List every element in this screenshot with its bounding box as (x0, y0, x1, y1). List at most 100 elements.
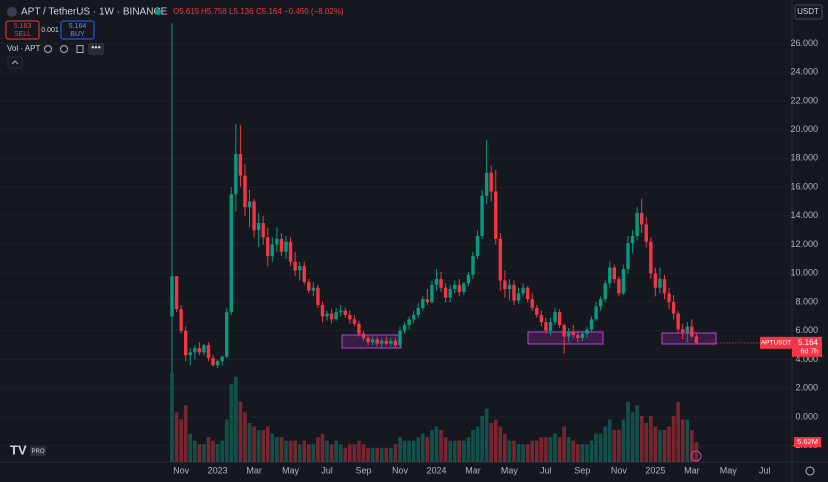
candle-body (494, 191, 498, 239)
candle-body (539, 314, 544, 323)
currency-label[interactable]: USDT (797, 7, 819, 16)
price-change: −0.450 (−8.02%) (284, 7, 344, 16)
volume-bar (193, 440, 197, 462)
sell-label[interactable]: SELL (14, 31, 31, 38)
x-tick-label: Jul (540, 465, 552, 475)
y-tick-label: 4.000 (795, 354, 818, 364)
volume-bar (475, 426, 480, 462)
event-icon[interactable] (690, 450, 702, 462)
y-tick-label: 18.000 (790, 153, 818, 163)
volume-bar (443, 437, 448, 462)
candle-body (393, 340, 398, 346)
volume-bar (402, 440, 407, 462)
volume-bar (261, 430, 265, 462)
candle-body (247, 201, 252, 208)
volume-bar (179, 419, 183, 462)
candle-body (471, 256, 475, 275)
collapse-button[interactable] (7, 56, 23, 69)
candle-body (197, 348, 202, 353)
currency-button[interactable] (794, 4, 823, 20)
x-tick-label: May (282, 465, 300, 475)
volume-bar (252, 426, 256, 462)
volume-bar (653, 426, 658, 462)
volume-bar (535, 440, 539, 462)
candle-body (316, 287, 320, 305)
candle-body (516, 293, 521, 301)
candle-body (343, 310, 347, 315)
sell-button[interactable] (5, 20, 40, 40)
buy-price[interactable]: 5.164 (69, 23, 87, 30)
candle-body (521, 287, 525, 294)
y-tick-label: 6.000 (795, 325, 818, 335)
volume-bar (348, 444, 352, 462)
candle-body (215, 360, 220, 366)
candle-body (261, 223, 265, 238)
volume-bar (320, 433, 325, 462)
candle-body (594, 306, 598, 320)
volume-bar (206, 437, 211, 462)
candle-body (466, 274, 471, 284)
volume-bar (630, 412, 635, 462)
candle-body (557, 312, 562, 326)
volume-bar (284, 440, 288, 462)
last-price-label: 5.164 (798, 338, 819, 347)
candle-body (608, 267, 612, 284)
candle-body (170, 276, 174, 317)
candle-body (243, 175, 247, 208)
candle-body (380, 340, 384, 344)
more-icon[interactable]: ••• (91, 42, 100, 52)
candle-body (457, 284, 461, 293)
volume-bar (662, 430, 667, 462)
y-tick-label: 12.000 (790, 239, 818, 249)
settings-icon[interactable] (60, 45, 68, 53)
candle-body (270, 244, 275, 257)
volume-bar (174, 412, 179, 462)
volume-bar (617, 430, 621, 462)
candle-body (635, 212, 639, 236)
volume-bar (211, 440, 215, 462)
x-tick-label: Sep (574, 465, 590, 475)
volume-bar (507, 440, 512, 462)
candle-body (671, 302, 676, 314)
volume-bar (457, 440, 462, 462)
volume-bar (325, 440, 329, 462)
candle-body (658, 279, 662, 288)
volume-bar (489, 422, 493, 462)
candle-body (293, 261, 297, 271)
buy-label[interactable]: BUY (70, 31, 85, 38)
volume-bar (224, 419, 229, 462)
candle-body (621, 269, 626, 294)
candle-body (598, 299, 603, 307)
x-tick-label: 2025 (645, 465, 665, 475)
sell-price[interactable]: 5.163 (14, 23, 32, 30)
delete-icon[interactable] (76, 45, 84, 53)
y-tick-label: 2.000 (795, 383, 818, 393)
collapse-icon[interactable] (11, 60, 19, 65)
candle-body (576, 335, 580, 338)
settings-icon[interactable] (805, 466, 815, 476)
candle-body (507, 284, 512, 290)
volume-bar (247, 422, 252, 462)
candle-body (352, 319, 357, 324)
more-button[interactable] (88, 43, 104, 55)
volume-bar (411, 440, 416, 462)
indicator-label[interactable]: Vol · APT (7, 44, 40, 53)
candle-body (407, 319, 411, 326)
candle-body (544, 322, 548, 331)
volume-bar (525, 444, 530, 462)
candle-body (302, 266, 306, 282)
candle-body (366, 337, 370, 343)
buy-button[interactable] (60, 20, 95, 40)
x-tick-label: Jul (321, 465, 333, 475)
volume-bar (389, 447, 393, 462)
volume-bar (384, 447, 389, 462)
candle-body (690, 326, 694, 337)
volume-bar (293, 440, 297, 462)
eye-icon[interactable] (44, 45, 52, 53)
volume-bar (612, 430, 617, 462)
candle-body (375, 339, 379, 344)
candle-body (275, 238, 279, 245)
logo-mark: TV (10, 442, 27, 457)
candle-body (411, 314, 416, 320)
